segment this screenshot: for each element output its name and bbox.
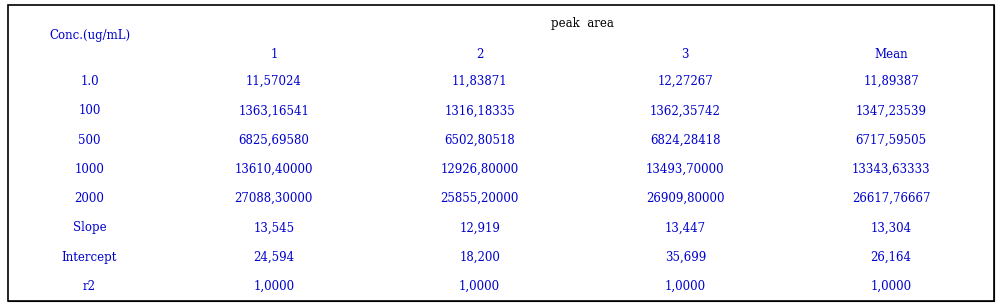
Text: 35,699: 35,699 bbox=[664, 251, 706, 264]
Bar bbox=[171, 184, 377, 213]
Text: 25855,20000: 25855,20000 bbox=[441, 192, 519, 205]
Bar bbox=[171, 96, 377, 125]
Text: 26,164: 26,164 bbox=[871, 251, 912, 264]
Bar bbox=[377, 67, 582, 96]
Bar bbox=[789, 242, 994, 272]
Text: 6824,28418: 6824,28418 bbox=[650, 134, 720, 147]
Bar bbox=[789, 96, 994, 125]
Bar bbox=[582, 155, 789, 184]
Text: Intercept: Intercept bbox=[62, 251, 117, 264]
Bar bbox=[8, 155, 171, 184]
Bar bbox=[171, 67, 377, 96]
Bar bbox=[582, 242, 789, 272]
Text: 1.0: 1.0 bbox=[80, 75, 99, 88]
Bar bbox=[377, 184, 582, 213]
Bar bbox=[8, 272, 171, 301]
Text: 12926,80000: 12926,80000 bbox=[441, 163, 519, 176]
Text: 6717,59505: 6717,59505 bbox=[856, 134, 927, 147]
Text: 12,27267: 12,27267 bbox=[657, 75, 713, 88]
Text: 6502,80518: 6502,80518 bbox=[444, 134, 515, 147]
Text: 1,0000: 1,0000 bbox=[871, 280, 912, 293]
Text: 13,304: 13,304 bbox=[871, 221, 912, 234]
Bar bbox=[8, 96, 171, 125]
Text: 13610,40000: 13610,40000 bbox=[234, 163, 313, 176]
Text: 11,83871: 11,83871 bbox=[452, 75, 507, 88]
Bar bbox=[8, 125, 171, 155]
Text: 24,594: 24,594 bbox=[254, 251, 295, 264]
Bar bbox=[171, 155, 377, 184]
Text: 13,545: 13,545 bbox=[254, 221, 295, 234]
Bar bbox=[789, 125, 994, 155]
Text: 18,200: 18,200 bbox=[459, 251, 500, 264]
Bar bbox=[377, 155, 582, 184]
Text: 500: 500 bbox=[78, 134, 101, 147]
Bar bbox=[8, 67, 171, 96]
Bar bbox=[789, 155, 994, 184]
Bar bbox=[171, 242, 377, 272]
Text: 1: 1 bbox=[271, 47, 278, 61]
Text: 1,0000: 1,0000 bbox=[664, 280, 706, 293]
Bar bbox=[582, 67, 789, 96]
Text: 26617,76667: 26617,76667 bbox=[852, 192, 931, 205]
Bar bbox=[377, 213, 582, 242]
Bar bbox=[377, 41, 582, 67]
Text: 1,0000: 1,0000 bbox=[254, 280, 295, 293]
Bar bbox=[582, 96, 789, 125]
Bar bbox=[377, 242, 582, 272]
Text: 1363,16541: 1363,16541 bbox=[238, 104, 310, 118]
Text: Slope: Slope bbox=[73, 221, 106, 234]
Bar bbox=[789, 184, 994, 213]
Bar bbox=[789, 272, 994, 301]
Bar bbox=[377, 272, 582, 301]
Text: 27088,30000: 27088,30000 bbox=[234, 192, 313, 205]
Text: 13,447: 13,447 bbox=[664, 221, 706, 234]
Bar bbox=[171, 125, 377, 155]
Bar bbox=[582, 41, 789, 67]
Bar bbox=[377, 96, 582, 125]
Text: 1,0000: 1,0000 bbox=[459, 280, 500, 293]
Text: 11,89387: 11,89387 bbox=[864, 75, 919, 88]
Text: 6825,69580: 6825,69580 bbox=[238, 134, 310, 147]
Text: 1000: 1000 bbox=[74, 163, 104, 176]
Text: 1347,23539: 1347,23539 bbox=[856, 104, 927, 118]
Text: 1316,18335: 1316,18335 bbox=[444, 104, 515, 118]
Bar bbox=[171, 213, 377, 242]
Bar bbox=[789, 213, 994, 242]
Bar bbox=[8, 213, 171, 242]
Text: Conc.(ug/mL): Conc.(ug/mL) bbox=[49, 29, 130, 43]
Text: peak  area: peak area bbox=[551, 17, 614, 29]
Text: 100: 100 bbox=[78, 104, 100, 118]
Text: Mean: Mean bbox=[875, 47, 908, 61]
Text: r2: r2 bbox=[83, 280, 96, 293]
Bar bbox=[582, 213, 789, 242]
Text: 2000: 2000 bbox=[74, 192, 104, 205]
Text: 11,57024: 11,57024 bbox=[245, 75, 302, 88]
Text: 13343,63333: 13343,63333 bbox=[852, 163, 931, 176]
Text: 13493,70000: 13493,70000 bbox=[646, 163, 724, 176]
Text: 1362,35742: 1362,35742 bbox=[650, 104, 720, 118]
Bar bbox=[582, 272, 789, 301]
Bar bbox=[789, 67, 994, 96]
Text: 12,919: 12,919 bbox=[459, 221, 500, 234]
Text: 26909,80000: 26909,80000 bbox=[646, 192, 724, 205]
Bar bbox=[789, 41, 994, 67]
Text: 3: 3 bbox=[681, 47, 689, 61]
Text: 2: 2 bbox=[476, 47, 483, 61]
Bar bbox=[171, 5, 994, 41]
Bar bbox=[8, 242, 171, 272]
Bar bbox=[377, 125, 582, 155]
Bar bbox=[582, 125, 789, 155]
Bar bbox=[582, 184, 789, 213]
Bar bbox=[171, 41, 377, 67]
Bar bbox=[8, 184, 171, 213]
Bar bbox=[171, 272, 377, 301]
Bar bbox=[8, 5, 171, 67]
